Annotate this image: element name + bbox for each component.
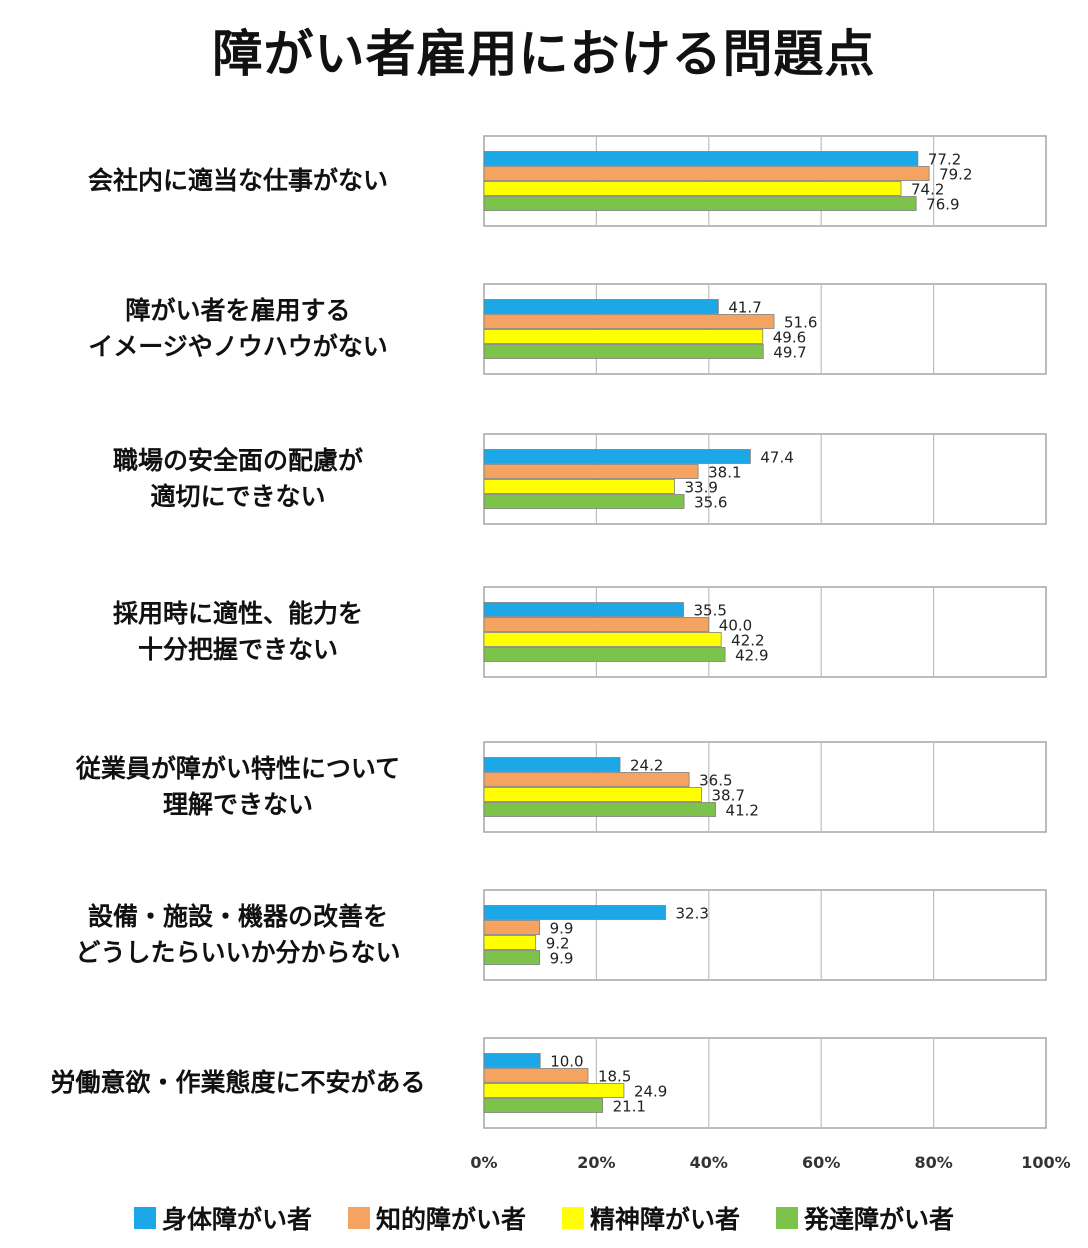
- data-label: 33.9: [685, 479, 718, 497]
- data-label: 79.2: [939, 166, 972, 184]
- data-label: 38.1: [708, 464, 741, 482]
- bar: [483, 166, 930, 181]
- category-label: 職場の安全面の配慮が 適切にできない: [112, 446, 363, 511]
- data-label: 76.9: [926, 196, 959, 214]
- panel-frame: [483, 433, 1047, 525]
- bar: [483, 905, 666, 920]
- panel-frame: [483, 586, 1047, 678]
- bar: [483, 950, 541, 965]
- bar: [483, 1068, 589, 1083]
- bar: [483, 151, 919, 166]
- data-label: 24.9: [634, 1083, 667, 1101]
- bar: [483, 494, 685, 509]
- data-label: 41.2: [726, 802, 759, 820]
- bar: [483, 181, 902, 196]
- bar: [483, 772, 690, 787]
- legend-swatch: [133, 1207, 156, 1229]
- bar: [483, 479, 675, 494]
- bar: [483, 787, 702, 802]
- legend-item: 身体障がい者: [133, 1200, 312, 1236]
- panel-frame: [483, 741, 1047, 833]
- legend-label: 身体障がい者: [161, 1205, 312, 1234]
- bar: [483, 602, 684, 617]
- data-label: 24.2: [630, 757, 663, 775]
- bar: [483, 617, 710, 632]
- chart-title: 障がい者雇用における問題点: [212, 25, 876, 83]
- legend: 身体障がい者 知的障がい者 精神障がい者 発達障がい者: [0, 1200, 1088, 1236]
- x-tick-label: 60%: [802, 1153, 840, 1172]
- bar: [483, 802, 716, 817]
- data-label: 49.6: [773, 329, 806, 347]
- bar: [483, 344, 764, 359]
- x-tick-label: 0%: [470, 1153, 497, 1172]
- data-label: 42.9: [735, 647, 768, 665]
- x-tick-label: 80%: [914, 1153, 952, 1172]
- legend-label: 知的障がい者: [375, 1205, 526, 1234]
- panel-frame: [483, 135, 1047, 227]
- panel-frame: [483, 283, 1047, 375]
- bar: [483, 757, 621, 772]
- data-label: 77.2: [928, 151, 961, 169]
- data-label: 32.3: [676, 905, 709, 923]
- x-tick-label: 40%: [690, 1153, 728, 1172]
- bar: [483, 935, 537, 950]
- bar: [483, 196, 917, 211]
- bar: [483, 299, 719, 314]
- data-label: 35.6: [694, 494, 727, 512]
- bar: [483, 329, 764, 344]
- data-label: 9.2: [546, 935, 570, 953]
- panel-frame: [483, 1037, 1047, 1129]
- bar: [483, 1098, 603, 1113]
- category-label: 設備・施設・機器の改善を どうしたらいいか分からない: [75, 902, 401, 967]
- legend-swatch: [562, 1207, 584, 1229]
- data-label: 18.5: [598, 1068, 631, 1086]
- data-label: 38.7: [711, 787, 744, 805]
- data-label: 47.4: [760, 449, 793, 467]
- category-label: 障がい者を雇用する イメージやノウハウがない: [88, 296, 388, 361]
- category-label: 労働意欲・作業態度に不安がある: [50, 1068, 426, 1097]
- bar: [483, 647, 726, 662]
- data-label: 35.5: [694, 602, 727, 620]
- data-label: 36.5: [699, 772, 732, 790]
- category-label: 従業員が障がい特性について 理解できない: [75, 754, 401, 819]
- data-label: 49.7: [773, 344, 806, 362]
- legend-item: 精神障がい者: [562, 1200, 740, 1236]
- legend-label: 発達障がい者: [804, 1205, 955, 1234]
- x-tick-label: 20%: [577, 1153, 615, 1172]
- data-label: 51.6: [784, 314, 817, 332]
- x-tick-label: 100%: [1021, 1153, 1070, 1172]
- legend-swatch: [347, 1207, 370, 1229]
- bar: [483, 1083, 625, 1098]
- panel-frame: [483, 889, 1047, 981]
- bar: [483, 1053, 541, 1068]
- data-label: 40.0: [719, 617, 752, 635]
- bar: [483, 449, 751, 464]
- bar: [483, 632, 722, 647]
- category-label: 会社内に適当な仕事がない: [87, 166, 388, 195]
- data-label: 21.1: [613, 1098, 646, 1116]
- legend-swatch: [776, 1207, 799, 1229]
- data-label: 42.2: [731, 632, 764, 650]
- bar: [483, 314, 775, 329]
- data-label: 10.0: [550, 1053, 583, 1071]
- bar: [483, 464, 699, 479]
- category-label: 採用時に適性、能力を 十分把握できない: [112, 599, 363, 664]
- data-label: 9.9: [550, 920, 574, 938]
- data-label: 9.9: [550, 950, 574, 968]
- legend-item: 知的障がい者: [347, 1200, 526, 1236]
- data-label: 41.7: [728, 299, 761, 317]
- bar: [483, 920, 541, 935]
- legend-item: 発達障がい者: [776, 1200, 954, 1236]
- legend-label: 精神障がい者: [590, 1205, 741, 1234]
- data-label: 74.2: [911, 181, 944, 199]
